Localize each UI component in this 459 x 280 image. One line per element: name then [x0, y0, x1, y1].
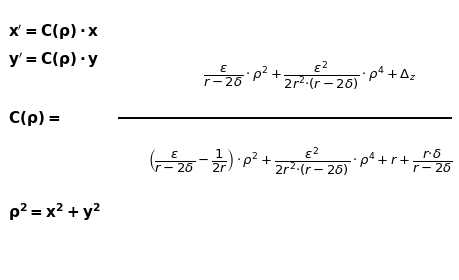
Text: $\mathbf{\rho^2 = x^2 + y^2}$: $\mathbf{\rho^2 = x^2 + y^2}$ [8, 201, 101, 223]
Text: $\mathbf{y' = C(\rho) \cdot y}$: $\mathbf{y' = C(\rho) \cdot y}$ [8, 50, 100, 70]
Text: $\mathbf{C(\rho) =}$: $\mathbf{C(\rho) =}$ [8, 109, 60, 127]
Text: $\left(\dfrac{\varepsilon}{r-2\delta} - \dfrac{1}{2r}\right)\cdot\rho^2 + \dfrac: $\left(\dfrac{\varepsilon}{r-2\delta} - … [147, 146, 451, 178]
Text: $\dfrac{\varepsilon}{r-2\delta}\cdot\rho^2 + \dfrac{\varepsilon^2}{2r^2{\cdot}(r: $\dfrac{\varepsilon}{r-2\delta}\cdot\rho… [203, 60, 416, 92]
Text: $\mathbf{x' = C(\rho) \cdot x}$: $\mathbf{x' = C(\rho) \cdot x}$ [8, 22, 99, 42]
